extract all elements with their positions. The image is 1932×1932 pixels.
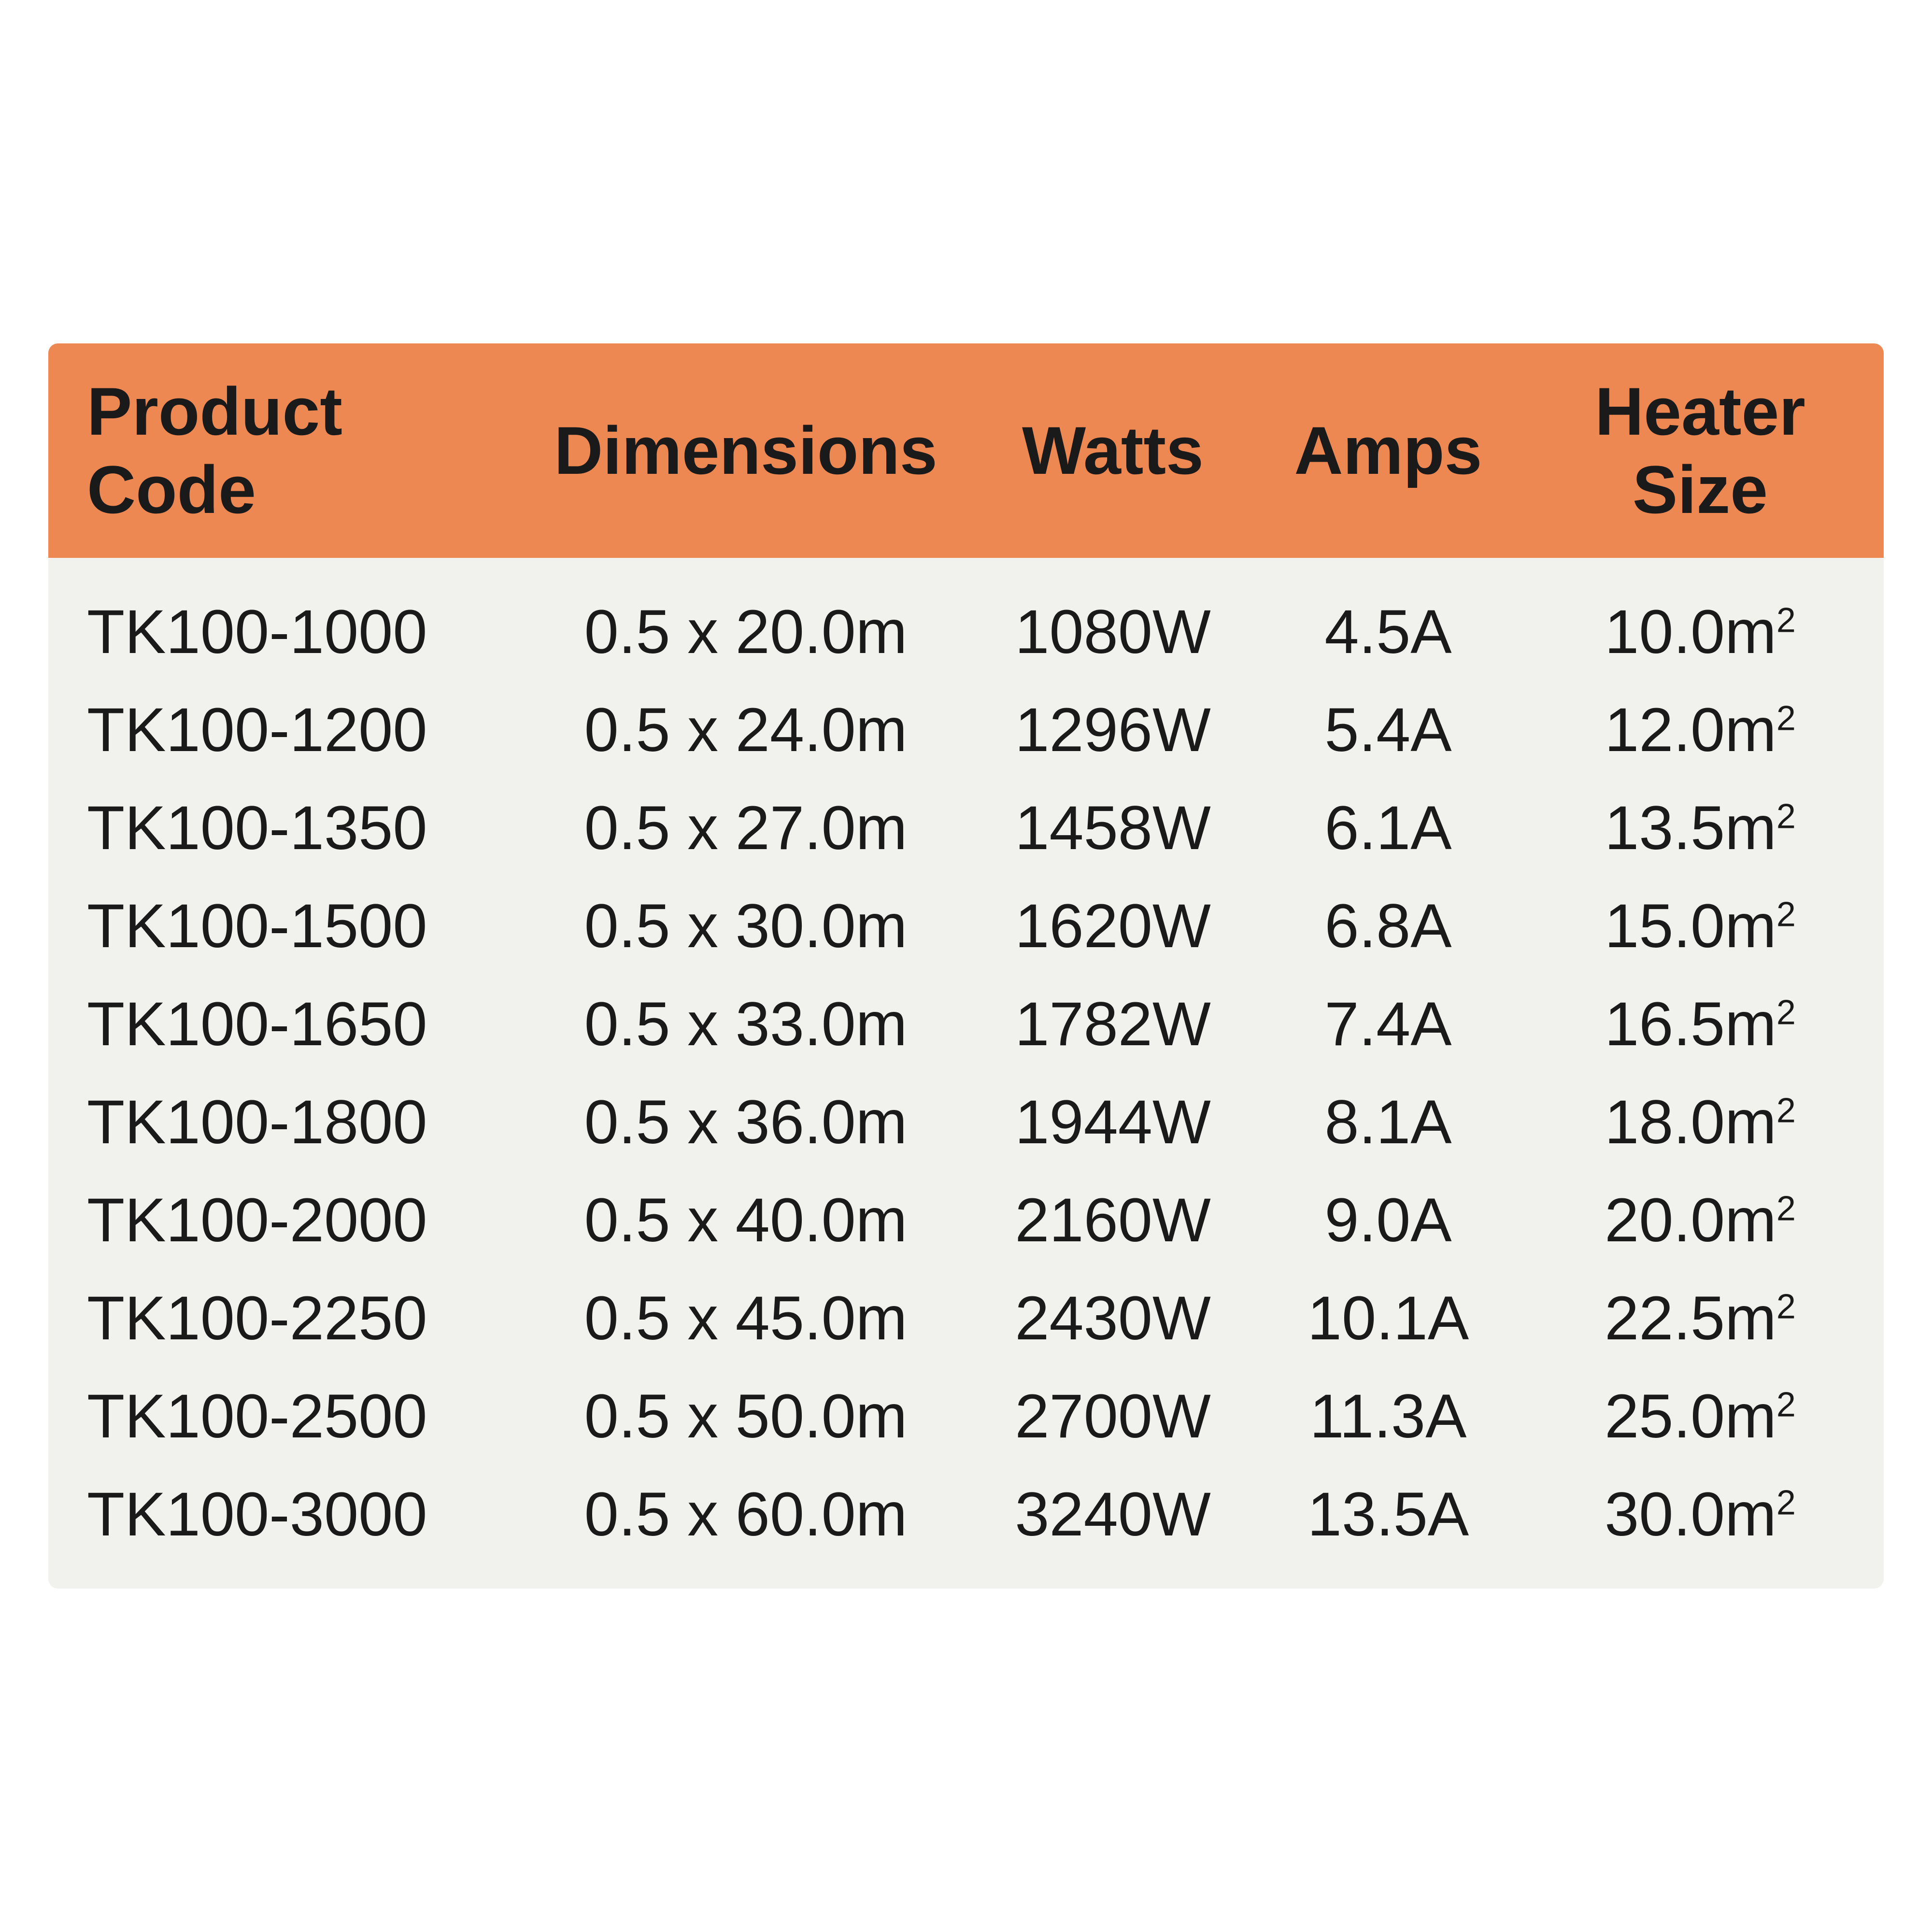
cell-heater-size: 13.5m2	[1517, 779, 1884, 877]
heater-size-exponent: 2	[1776, 699, 1796, 738]
cell-watts: 1296W	[966, 681, 1260, 779]
heater-size-unit: m	[1725, 696, 1776, 765]
heater-size-exponent: 2	[1776, 1189, 1796, 1228]
cell-amps: 10.1A	[1260, 1269, 1517, 1367]
cell-dimensions: 0.5 x 45.0m	[526, 1269, 966, 1367]
table-row: TK100-18000.5 x 36.0m1944W8.1A18.0m2	[48, 1073, 1884, 1171]
col-header-amps: Amps	[1260, 343, 1517, 558]
col-header-product-code: Product Code	[48, 343, 526, 558]
heater-size-unit: m	[1725, 1088, 1776, 1157]
heater-size-value: 18.0	[1605, 1088, 1725, 1157]
table-row: TK100-16500.5 x 33.0m1782W7.4A16.5m2	[48, 975, 1884, 1073]
cell-watts: 1620W	[966, 877, 1260, 975]
table-row: TK100-22500.5 x 45.0m2430W10.1A22.5m2	[48, 1269, 1884, 1367]
cell-heater-size: 10.0m2	[1517, 558, 1884, 681]
cell-heater-size: 20.0m2	[1517, 1171, 1884, 1269]
cell-dimensions: 0.5 x 24.0m	[526, 681, 966, 779]
col-header-watts: Watts	[966, 343, 1260, 558]
cell-amps: 9.0A	[1260, 1171, 1517, 1269]
cell-product-code: TK100-1000	[48, 558, 526, 681]
cell-dimensions: 0.5 x 27.0m	[526, 779, 966, 877]
cell-heater-size: 25.0m2	[1517, 1367, 1884, 1465]
cell-watts: 1458W	[966, 779, 1260, 877]
cell-amps: 7.4A	[1260, 975, 1517, 1073]
heater-size-unit: m	[1725, 1186, 1776, 1255]
table-row: TK100-13500.5 x 27.0m1458W6.1A13.5m2	[48, 779, 1884, 877]
table-row: TK100-12000.5 x 24.0m1296W5.4A12.0m2	[48, 681, 1884, 779]
cell-product-code: TK100-1650	[48, 975, 526, 1073]
cell-amps: 6.8A	[1260, 877, 1517, 975]
cell-heater-size: 22.5m2	[1517, 1269, 1884, 1367]
heater-size-exponent: 2	[1776, 797, 1796, 836]
cell-product-code: TK100-1350	[48, 779, 526, 877]
cell-watts: 3240W	[966, 1465, 1260, 1589]
col-header-dimensions: Dimensions	[526, 343, 966, 558]
cell-watts: 2430W	[966, 1269, 1260, 1367]
table-row: TK100-15000.5 x 30.0m1620W6.8A15.0m2	[48, 877, 1884, 975]
heater-size-value: 22.5	[1605, 1284, 1725, 1353]
cell-dimensions: 0.5 x 20.0m	[526, 558, 966, 681]
product-spec-table: Product Code Dimensions Watts Amps Heate…	[48, 343, 1884, 1589]
cell-product-code: TK100-2500	[48, 1367, 526, 1465]
cell-heater-size: 18.0m2	[1517, 1073, 1884, 1171]
heater-size-value: 12.0	[1605, 696, 1725, 765]
heater-size-value: 16.5	[1605, 990, 1725, 1059]
cell-amps: 5.4A	[1260, 681, 1517, 779]
heater-size-unit: m	[1725, 990, 1776, 1059]
col-header-heater-size: Heater Size	[1517, 343, 1884, 558]
heater-size-exponent: 2	[1776, 1385, 1796, 1424]
heater-size-unit: m	[1725, 1382, 1776, 1451]
cell-heater-size: 16.5m2	[1517, 975, 1884, 1073]
cell-amps: 8.1A	[1260, 1073, 1517, 1171]
heater-size-value: 20.0	[1605, 1186, 1725, 1255]
cell-dimensions: 0.5 x 36.0m	[526, 1073, 966, 1171]
cell-amps: 11.3A	[1260, 1367, 1517, 1465]
cell-product-code: TK100-3000	[48, 1465, 526, 1589]
table-row: TK100-20000.5 x 40.0m2160W9.0A20.0m2	[48, 1171, 1884, 1269]
cell-amps: 13.5A	[1260, 1465, 1517, 1589]
cell-heater-size: 12.0m2	[1517, 681, 1884, 779]
cell-dimensions: 0.5 x 60.0m	[526, 1465, 966, 1589]
heater-size-exponent: 2	[1776, 993, 1796, 1032]
cell-watts: 1944W	[966, 1073, 1260, 1171]
cell-amps: 4.5A	[1260, 558, 1517, 681]
table-row: TK100-25000.5 x 50.0m2700W11.3A25.0m2	[48, 1367, 1884, 1465]
cell-heater-size: 15.0m2	[1517, 877, 1884, 975]
table-header: Product Code Dimensions Watts Amps Heate…	[48, 343, 1884, 558]
cell-watts: 2700W	[966, 1367, 1260, 1465]
heater-size-value: 25.0	[1605, 1382, 1725, 1451]
cell-watts: 1782W	[966, 975, 1260, 1073]
cell-product-code: TK100-2250	[48, 1269, 526, 1367]
heater-size-unit: m	[1725, 794, 1776, 863]
cell-heater-size: 30.0m2	[1517, 1465, 1884, 1589]
heater-size-exponent: 2	[1776, 601, 1796, 639]
cell-product-code: TK100-1200	[48, 681, 526, 779]
cell-product-code: TK100-1500	[48, 877, 526, 975]
heater-size-exponent: 2	[1776, 1483, 1796, 1522]
heater-size-unit: m	[1725, 1480, 1776, 1549]
cell-amps: 6.1A	[1260, 779, 1517, 877]
heater-size-exponent: 2	[1776, 1287, 1796, 1326]
heater-size-value: 30.0	[1605, 1480, 1725, 1549]
cell-dimensions: 0.5 x 30.0m	[526, 877, 966, 975]
cell-dimensions: 0.5 x 40.0m	[526, 1171, 966, 1269]
table-row: TK100-30000.5 x 60.0m3240W13.5A30.0m2	[48, 1465, 1884, 1589]
cell-watts: 1080W	[966, 558, 1260, 681]
heater-size-exponent: 2	[1776, 1091, 1796, 1130]
cell-dimensions: 0.5 x 50.0m	[526, 1367, 966, 1465]
table-body: TK100-10000.5 x 20.0m1080W4.5A10.0m2TK10…	[48, 558, 1884, 1589]
heater-size-unit: m	[1725, 597, 1776, 667]
heater-size-exponent: 2	[1776, 895, 1796, 934]
heater-size-unit: m	[1725, 892, 1776, 961]
heater-size-unit: m	[1725, 1284, 1776, 1353]
cell-watts: 2160W	[966, 1171, 1260, 1269]
table-row: TK100-10000.5 x 20.0m1080W4.5A10.0m2	[48, 558, 1884, 681]
heater-size-value: 10.0	[1605, 597, 1725, 667]
cell-dimensions: 0.5 x 33.0m	[526, 975, 966, 1073]
cell-product-code: TK100-1800	[48, 1073, 526, 1171]
product-spec-table-container: Product Code Dimensions Watts Amps Heate…	[48, 343, 1884, 1589]
cell-product-code: TK100-2000	[48, 1171, 526, 1269]
heater-size-value: 15.0	[1605, 892, 1725, 961]
heater-size-value: 13.5	[1605, 794, 1725, 863]
